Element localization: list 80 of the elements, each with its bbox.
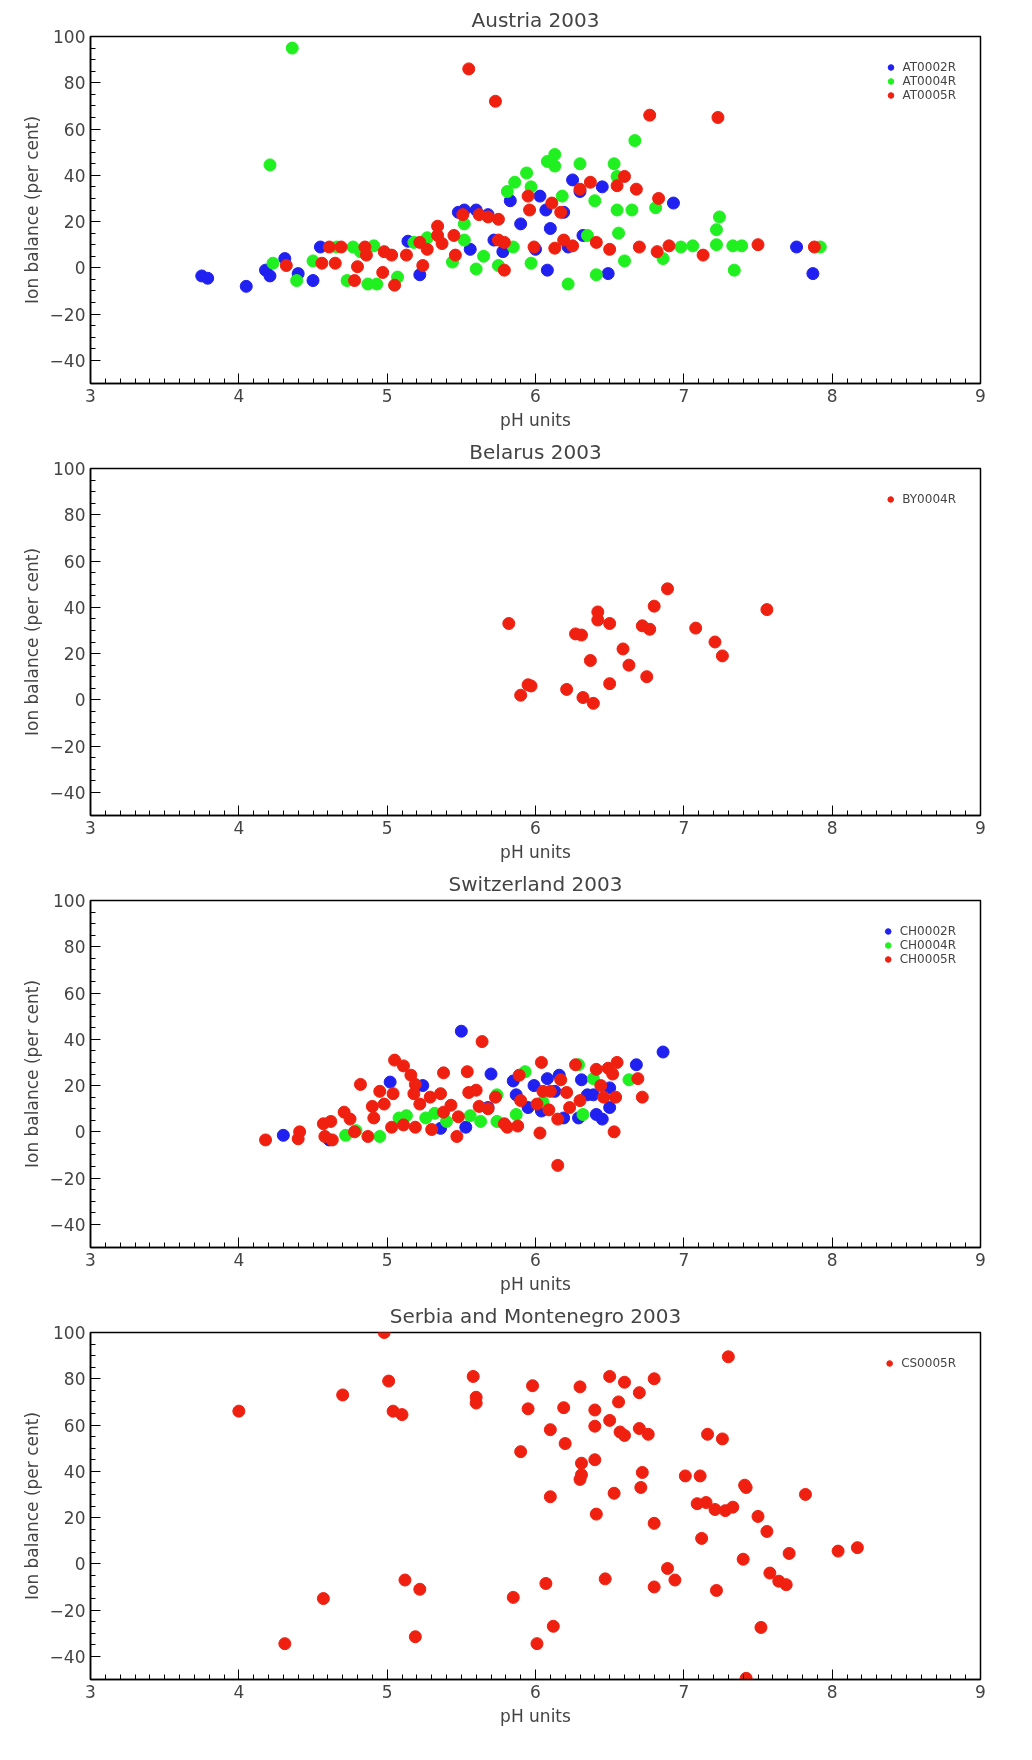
x-tick-label: 7 (678, 817, 690, 838)
x-tick-label: 8 (826, 1681, 838, 1702)
y-axis-title: Ion balance (per cent) (21, 115, 42, 305)
y-tick-label: 20 (63, 1508, 86, 1529)
legend-label: CH0004R (899, 938, 956, 952)
legend-label: AT0005R (902, 88, 956, 102)
x-axis-title: pH units (500, 841, 572, 862)
y-tick-label: 60 (63, 1415, 86, 1436)
x-tick-label: 7 (678, 1681, 690, 1702)
chart-title: Serbia and Montenegro 2003 (389, 1303, 682, 1328)
chart-title: Switzerland 2003 (448, 871, 623, 896)
legend-label: AT0004R (902, 74, 956, 88)
x-tick-label: 4 (233, 1681, 245, 1702)
x-tick-label: 7 (678, 385, 690, 406)
x-tick-label: 8 (826, 817, 838, 838)
x-tick-label: 4 (233, 817, 245, 838)
y-axis-title: Ion balance (per cent) (21, 547, 42, 737)
x-tick-label: 6 (530, 1249, 541, 1270)
y-tick-label: 0 (74, 1122, 86, 1143)
x-tick-label: 9 (975, 385, 986, 406)
x-tick-label: 3 (85, 1681, 96, 1702)
legend-label: CS0005R (901, 1356, 956, 1370)
y-tick-label: 60 (63, 983, 86, 1004)
x-tick-label: 5 (381, 1681, 393, 1702)
x-tick-label: 5 (381, 1249, 393, 1270)
y-tick-label: 0 (74, 258, 86, 279)
y-tick-label: 100 (53, 891, 86, 911)
y-tick-label: −40 (49, 1214, 86, 1235)
y-tick-label: −20 (49, 1168, 86, 1189)
y-tick-label: −20 (49, 1600, 86, 1621)
x-tick-label: 6 (530, 817, 541, 838)
y-tick-label: 40 (63, 1461, 86, 1482)
legend-label: BY0004R (902, 492, 956, 506)
y-tick-label: −20 (49, 736, 86, 757)
y-tick-label: −40 (49, 1646, 86, 1667)
y-axis-title: Ion balance (per cent) (21, 979, 42, 1169)
y-tick-label: 40 (63, 1029, 86, 1050)
y-tick-label: 40 (63, 597, 86, 618)
x-tick-label: 9 (975, 1681, 986, 1702)
y-tick-label: 40 (63, 165, 86, 186)
y-tick-label: 80 (63, 1369, 86, 1390)
legend-label: CH0005R (899, 952, 956, 966)
y-tick-label: 20 (63, 1076, 86, 1097)
x-tick-label: 9 (975, 1249, 986, 1270)
x-tick-label: 6 (530, 385, 541, 406)
x-tick-label: 3 (85, 817, 96, 838)
y-tick-label: 0 (74, 690, 86, 711)
y-tick-label: 100 (53, 1323, 86, 1343)
y-tick-label: 60 (63, 551, 86, 572)
x-tick-label: 5 (381, 385, 393, 406)
y-tick-label: 80 (63, 73, 86, 94)
chart-title: Austria 2003 (471, 7, 600, 32)
chart-title: Belarus 2003 (469, 439, 602, 464)
x-tick-label: 8 (826, 385, 838, 406)
x-axis-title: pH units (500, 409, 572, 430)
x-tick-label: 5 (381, 817, 393, 838)
y-tick-label: −40 (49, 350, 86, 371)
y-tick-label: 60 (63, 119, 86, 140)
y-axis-title: Ion balance (per cent) (21, 1411, 42, 1601)
y-tick-label: 20 (63, 212, 86, 233)
y-tick-label: −40 (49, 782, 86, 803)
x-tick-label: 4 (233, 385, 245, 406)
x-tick-label: 7 (678, 1249, 690, 1270)
x-tick-label: 6 (530, 1681, 541, 1702)
y-tick-label: 80 (63, 505, 86, 526)
x-tick-label: 3 (85, 1249, 96, 1270)
x-axis-title: pH units (500, 1705, 572, 1726)
legend-label: AT0002R (902, 60, 956, 74)
y-tick-label: 100 (53, 459, 86, 479)
x-tick-label: 8 (826, 1249, 838, 1270)
legend-label: CH0002R (899, 924, 956, 938)
x-tick-label: 4 (233, 1249, 245, 1270)
x-tick-label: 9 (975, 817, 986, 838)
y-tick-label: −20 (49, 304, 86, 325)
x-axis-title: pH units (500, 1273, 572, 1294)
y-tick-label: 20 (63, 644, 86, 665)
y-tick-label: 0 (74, 1554, 86, 1575)
y-tick-label: 100 (53, 27, 86, 47)
y-tick-label: 80 (63, 937, 86, 958)
x-tick-label: 3 (85, 385, 96, 406)
